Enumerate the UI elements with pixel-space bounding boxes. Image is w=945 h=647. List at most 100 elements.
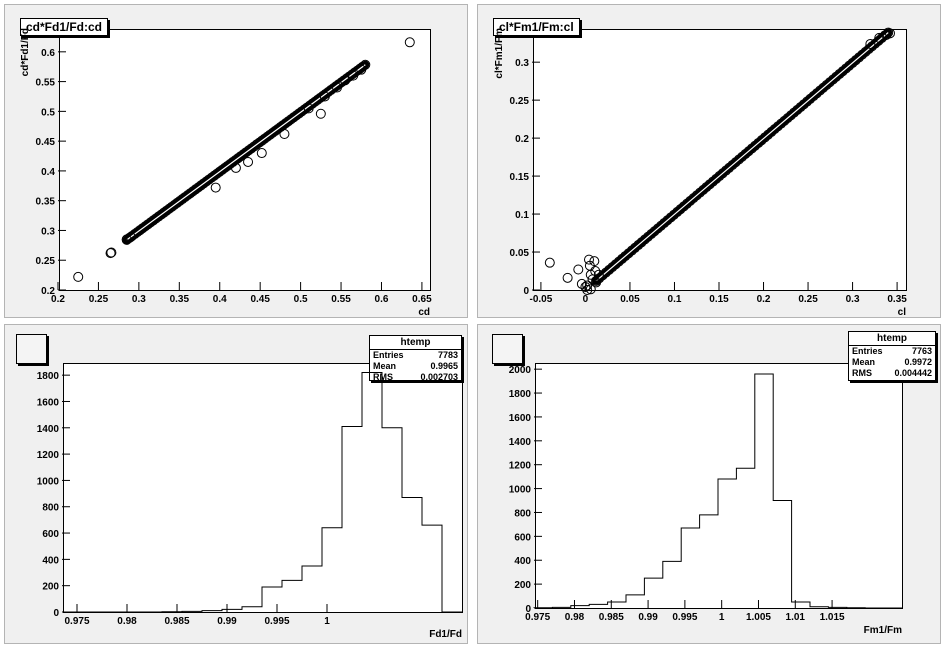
plot-title-1: cd*Fd1/Fd:cd [20, 18, 109, 36]
data-point [332, 82, 342, 93]
y-tick-label: 1400 [509, 437, 532, 448]
y-tick-label: 800 [514, 508, 531, 519]
x-tick-label: 0.99 [638, 612, 658, 623]
stats-mean-row: Mean 0.9972 [849, 357, 935, 368]
x-tick-label: 1 [719, 612, 725, 623]
frame-bottom-right [535, 363, 903, 609]
title-placeholder-4 [492, 334, 523, 364]
stats-rms-row: RMS 0.002703 [370, 372, 461, 383]
pad-bottom-right: htemp Entries 7763 Mean 0.9972 RMS 0.004442 [477, 324, 941, 644]
histogram-bar [773, 501, 791, 608]
y-tick-label: 0.4 [41, 167, 55, 178]
y-tick-label: 1400 [37, 424, 60, 435]
data-point [210, 182, 221, 193]
x-tick-label: 0.35 [887, 294, 907, 305]
data-point [303, 103, 314, 114]
data-point [404, 37, 415, 48]
y-tick-label: 0.2 [515, 134, 529, 145]
y-tick-label: 0.3 [41, 226, 55, 237]
y-tick-label: 0.45 [36, 137, 56, 148]
x-tick-label: 0.2 [757, 294, 771, 305]
histogram-bar [700, 515, 718, 608]
histogram-bar [342, 426, 362, 612]
stats-mean-label: Mean [852, 357, 876, 367]
x-tick-label: 0.995 [264, 616, 289, 627]
frame-bottom-left [63, 363, 463, 613]
data-point [583, 254, 594, 265]
x-tick-label: 0.995 [672, 612, 697, 623]
data-point [573, 264, 584, 275]
x-tick-label: 0.3 [132, 294, 146, 305]
y-tick-label: 200 [42, 582, 59, 593]
x-tick-label: 0.4 [213, 294, 227, 305]
y-tick-label: 1800 [37, 371, 60, 382]
stats-rms-value: 0.002703 [420, 372, 458, 382]
x-tick-label: 0.3 [846, 294, 860, 305]
title-placeholder-3 [16, 334, 47, 364]
y-tick-label: 0 [525, 604, 531, 615]
data-point [125, 232, 136, 243]
y-tick-label: 200 [514, 580, 531, 591]
stats-box-3: htemp Entries 7783 Mean 0.9965 RMS 0.002703 [369, 335, 462, 383]
x-tick-label: 0.98 [117, 616, 137, 627]
histogram-bar [755, 374, 773, 608]
x-tick-label: 1 [324, 616, 330, 627]
y-tick-label: 0 [53, 608, 59, 619]
data-point [105, 248, 116, 259]
y-tick-label: 600 [42, 529, 59, 540]
pad-bottom-left: htemp Entries 7783 Mean 0.9965 RMS 0.002703 [4, 324, 468, 644]
x-tick-label: 1.015 [820, 612, 845, 623]
data-point [243, 156, 254, 167]
data-point [256, 148, 267, 159]
data-point [356, 64, 367, 75]
data-point [73, 271, 84, 282]
y-tick-label: 1200 [509, 461, 532, 472]
stats-rms-label: RMS [373, 372, 393, 382]
x-tick-label: 0.5 [294, 294, 308, 305]
data-point [585, 284, 596, 295]
stats-rms-value: 0.004442 [894, 368, 932, 378]
y-tick-label: 0.25 [36, 256, 56, 267]
x-tick-label: 0.6 [375, 294, 389, 305]
histogram-bar [182, 611, 202, 612]
x-axis-label: Fm1/Fm [864, 625, 902, 636]
data-point [884, 28, 895, 39]
histogram-bar [608, 602, 626, 608]
histogram-bar [222, 609, 242, 612]
stats-box-4: htemp Entries 7763 Mean 0.9972 RMS 0.004442 [848, 331, 936, 381]
stats-rms-label: RMS [852, 368, 872, 378]
stats-entries-row: Entries 7783 [370, 350, 461, 361]
stats-mean-label: Mean [373, 361, 397, 371]
x-tick-label: 0.15 [709, 294, 729, 305]
x-tick-label: 0.35 [170, 294, 190, 305]
data-point [591, 277, 602, 288]
x-axis-label: cl [898, 307, 907, 318]
histogram-bar [718, 479, 736, 608]
x-tick-label: 0.1 [668, 294, 682, 305]
y-tick-label: 1600 [509, 413, 532, 424]
data-point [562, 272, 573, 283]
x-tick-label: 0.975 [64, 616, 89, 627]
frame-top-left [59, 29, 431, 291]
histogram-bar [552, 607, 570, 608]
x-tick-label: -0.05 [530, 294, 553, 305]
x-tick-label: 0.975 [525, 612, 550, 623]
x-tick-label: 0.985 [164, 616, 189, 627]
stats-title: htemp [370, 336, 461, 350]
x-tick-label: 0.25 [89, 294, 109, 305]
y-tick-label: 0.15 [510, 172, 530, 183]
stats-entries-label: Entries [373, 350, 404, 360]
y-tick-label: 1000 [509, 485, 532, 496]
x-tick-label: 1.01 [786, 612, 806, 623]
y-tick-label: 0.35 [36, 197, 56, 208]
histogram-bar [262, 587, 282, 612]
histogram-bar [810, 607, 828, 608]
y-tick-label: 400 [514, 556, 531, 567]
data-point [593, 269, 604, 280]
stats-entries-value: 7783 [437, 350, 458, 360]
data-point [582, 280, 593, 291]
x-tick-label: 0.25 [798, 294, 818, 305]
histogram-bar [663, 561, 681, 608]
trend-band-core [595, 32, 889, 282]
